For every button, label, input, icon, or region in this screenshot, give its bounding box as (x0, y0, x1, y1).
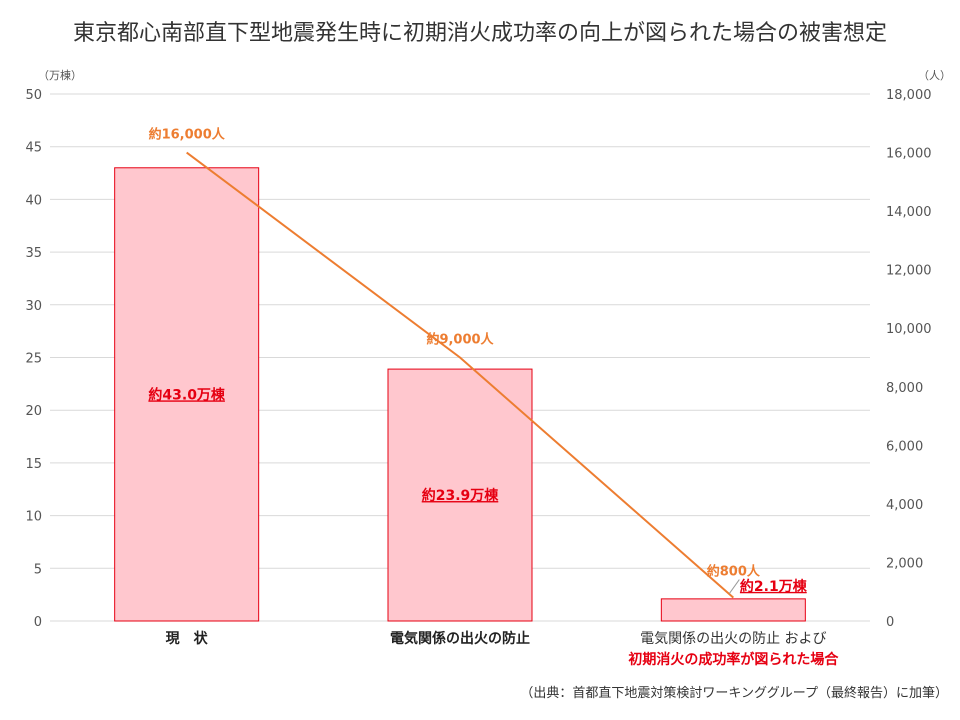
left-tick-label: 35 (25, 246, 42, 261)
left-tick-label: 10 (25, 510, 42, 525)
left-tick-label: 20 (25, 404, 42, 419)
left-tick-label: 5 (34, 562, 42, 577)
right-axis: 0 2,000 4,000 6,000 8,000 10,000 12,000 14,000 1… (886, 88, 932, 630)
right-tick-label: 0 (886, 615, 894, 630)
right-tick-label: 12,000 (886, 264, 932, 279)
right-tick-label: 16,000 (886, 147, 932, 162)
category-labels: 現 状 電気関係の出火の防止 電気関係の出火の防止 および初期消火の成功率が図られた… (166, 630, 840, 668)
right-tick-label: 8,000 (886, 381, 923, 396)
left-tick-label: 25 (25, 352, 42, 367)
line-data-label: 約800人 (707, 564, 761, 580)
right-tick-label: 2,000 (886, 556, 923, 571)
bar (114, 167, 260, 622)
line-data-label: 約9,000人 (426, 332, 494, 348)
left-axis-unit: （万棟） (38, 68, 82, 82)
right-tick-label: 10,000 (886, 322, 932, 337)
chart-title: 東京都心南部直下型地震発生時に初期消火成功率の向上が図られた場合の被害想定 (73, 21, 887, 46)
bar-data-label: 約2.1万棟 (740, 578, 808, 595)
bar-data-label: 約43.0万棟 (148, 386, 226, 403)
right-tick-label: 4,000 (886, 498, 923, 513)
category-label: 電気関係の出火の防止 (390, 630, 530, 647)
right-tick-label: 18,000 (886, 88, 932, 103)
category-label-line2: 初期消火の成功率が図られた場合 (628, 651, 839, 668)
line-label-leader (728, 579, 740, 594)
right-tick-label: 14,000 (886, 205, 932, 220)
left-axis: 0 5 10 15 20 25 30 35 40 45 50 (25, 88, 42, 630)
line-data-label: 約16,000人 (149, 127, 226, 143)
bar (387, 368, 533, 622)
bar (660, 598, 806, 622)
left-tick-label: 15 (25, 457, 42, 472)
bar-data-label: 約23.9万棟 (422, 487, 500, 504)
category-label: 現 状 (166, 630, 209, 647)
left-tick-label: 40 (25, 193, 42, 208)
left-tick-label: 50 (25, 88, 42, 103)
right-axis-unit: （人） (918, 69, 951, 82)
left-tick-label: 0 (34, 615, 42, 630)
right-tick-label: 6,000 (886, 439, 923, 454)
source-note: （出典：首都直下地震対策検討ワーキンググループ（最終報告）に加筆） (520, 685, 948, 701)
left-tick-label: 45 (25, 141, 42, 156)
left-tick-label: 30 (25, 299, 42, 314)
category-label: 電気関係の出火の防止 および (640, 631, 826, 647)
